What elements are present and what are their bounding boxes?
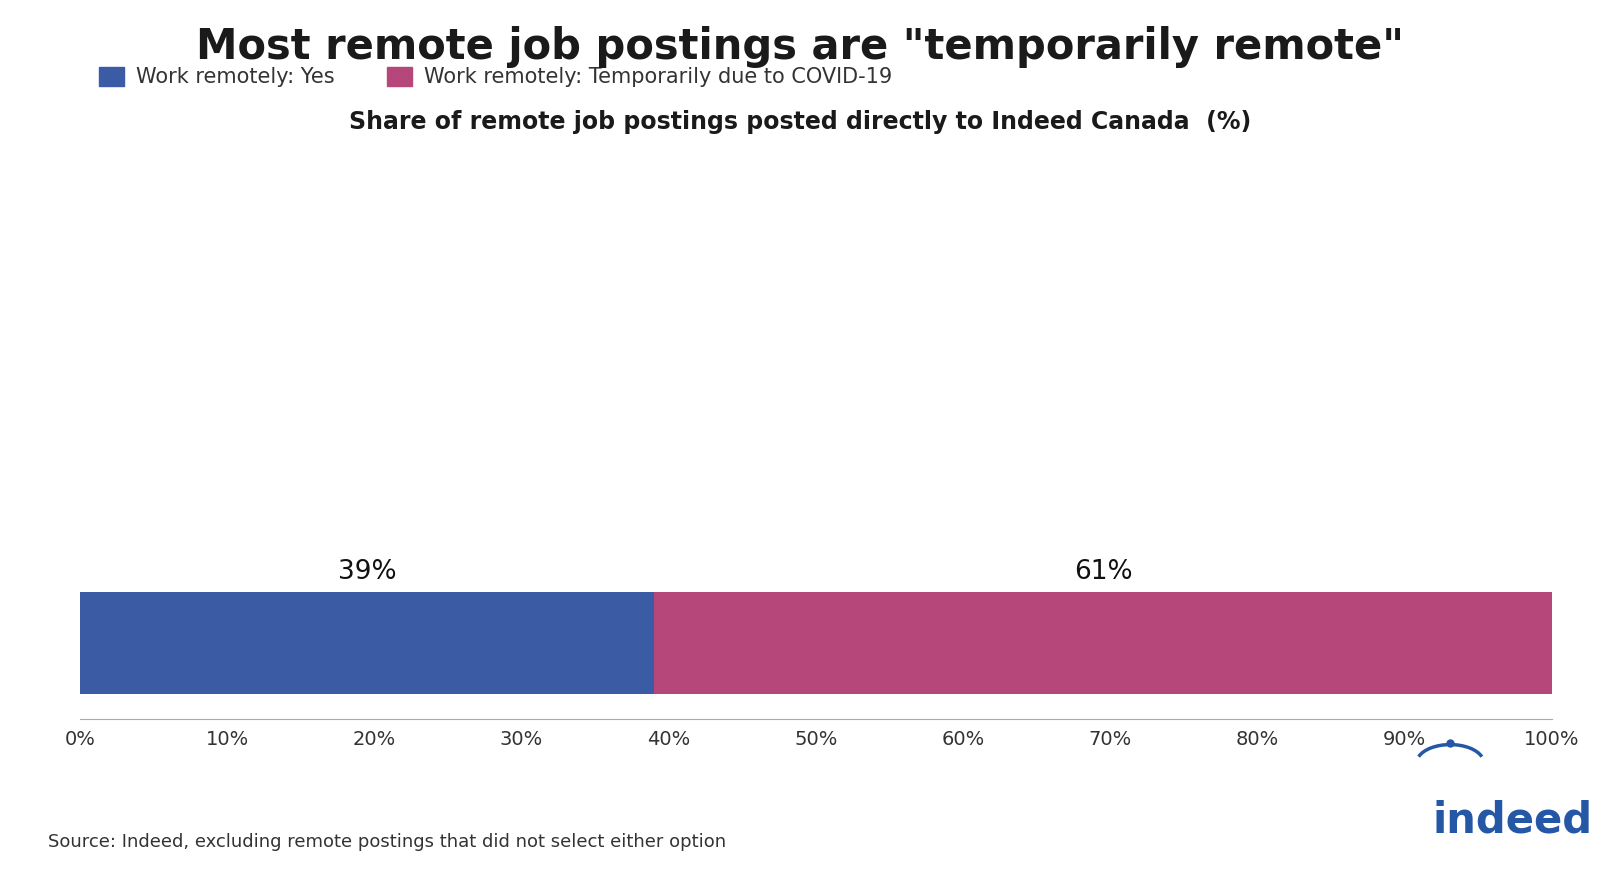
Legend: Work remotely: Yes, Work remotely: Temporarily due to COVID-19: Work remotely: Yes, Work remotely: Tempo… xyxy=(91,59,901,96)
Text: Most remote job postings are "temporarily remote": Most remote job postings are "temporaril… xyxy=(195,26,1405,68)
Text: Source: Indeed, excluding remote postings that did not select either option: Source: Indeed, excluding remote posting… xyxy=(48,832,726,851)
Text: indeed: indeed xyxy=(1432,800,1592,842)
Bar xyxy=(654,592,1552,694)
Text: Share of remote job postings posted directly to Indeed Canada  (%): Share of remote job postings posted dire… xyxy=(349,110,1251,133)
Bar xyxy=(80,592,654,694)
Text: 61%: 61% xyxy=(1074,559,1133,585)
Text: 39%: 39% xyxy=(338,559,397,585)
